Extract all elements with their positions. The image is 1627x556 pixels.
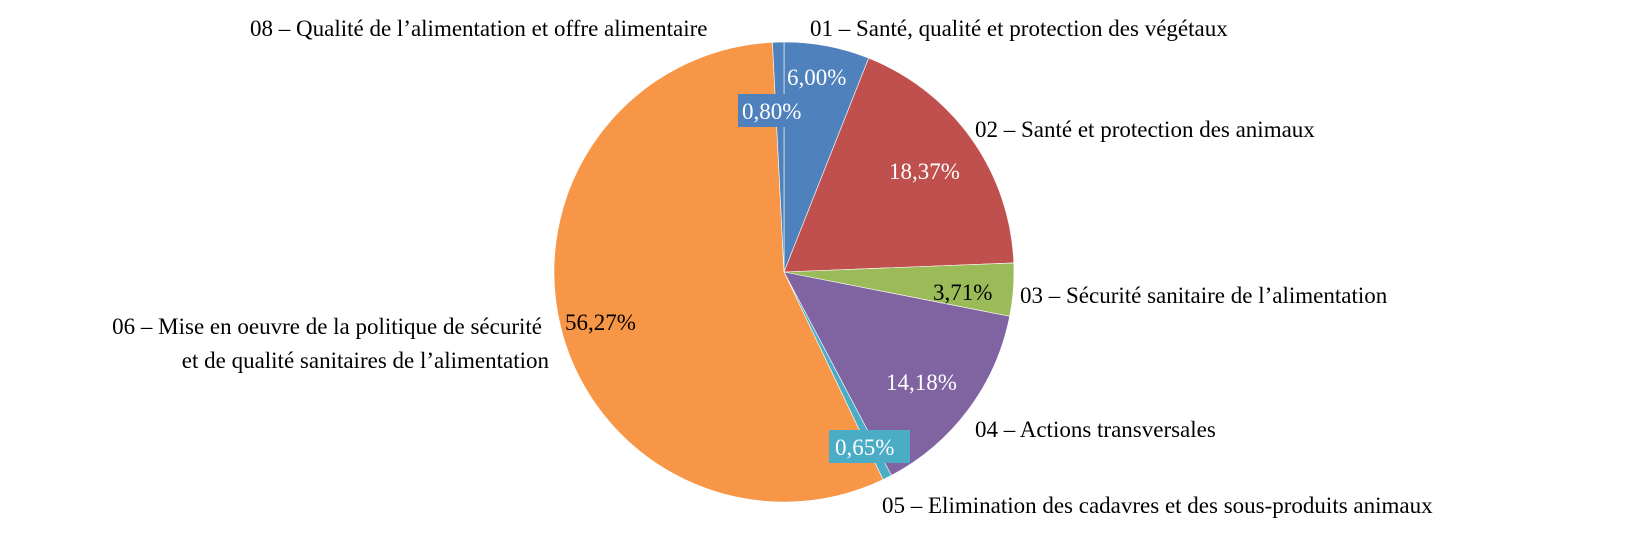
value-label-01: 6,00% xyxy=(787,65,846,90)
pie-labels: 01 – Santé, qualité et protection des vé… xyxy=(112,16,1433,518)
category-label-08: 08 – Qualité de l’alimentation et offre … xyxy=(250,16,707,41)
category-label-06-line1: 06 – Mise en oeuvre de la politique de s… xyxy=(112,314,542,339)
pie-slice-5 xyxy=(553,41,884,503)
category-label-02: 02 – Santé et protection des animaux xyxy=(975,117,1315,142)
category-label-01: 01 – Santé, qualité et protection des vé… xyxy=(810,16,1228,41)
category-label-05: 05 – Elimination des cadavres et des sou… xyxy=(882,493,1433,518)
value-label-box-05 xyxy=(829,430,910,463)
pie-slice-1 xyxy=(783,57,1015,273)
value-label-04: 14,18% xyxy=(886,370,957,395)
value-label-06: 56,27% xyxy=(565,310,636,335)
value-label-08: 0,80% xyxy=(742,99,801,124)
value-label-05: 0,65% xyxy=(835,435,894,460)
value-label-02: 18,37% xyxy=(889,159,960,184)
value-label-03: 3,71% xyxy=(933,280,992,305)
value-label-box-08 xyxy=(738,94,818,127)
pie-slice-3 xyxy=(783,271,1011,476)
category-label-04: 04 – Actions transversales xyxy=(975,417,1216,442)
category-label-06-line2: et de qualité sanitaires de l’alimentati… xyxy=(182,348,550,373)
category-label-03: 03 – Sécurité sanitaire de l’alimentatio… xyxy=(1020,283,1388,308)
